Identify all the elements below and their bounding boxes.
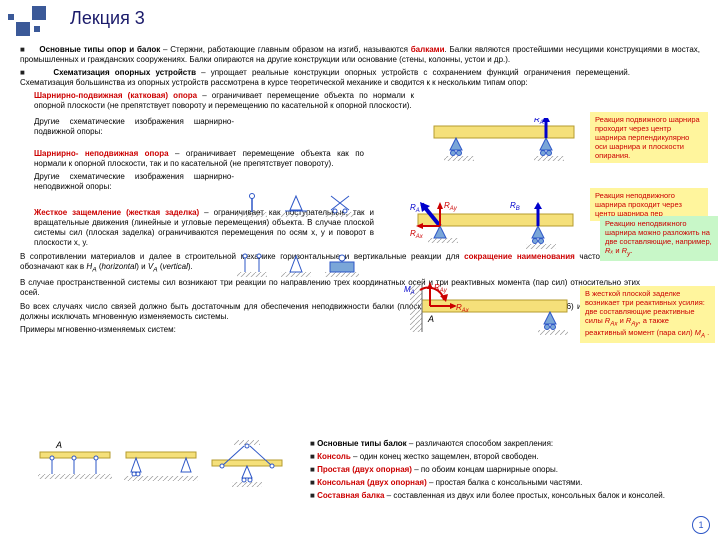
svg-text:RAy: RAy bbox=[444, 201, 458, 212]
svg-text:A: A bbox=[427, 314, 434, 324]
diagram-movable-hinge: RA bbox=[426, 118, 586, 168]
other-diagrams-2: Другие схематические изображения шарнирн… bbox=[34, 172, 234, 192]
support-type-2: Шарнирно- неподвижная опора – ограничива… bbox=[34, 149, 364, 169]
page-number: 1 bbox=[692, 516, 710, 534]
intro-para: Основные типы опор и балок – Стержни, ра… bbox=[20, 45, 700, 65]
diagram-unstable-examples: A bbox=[34, 440, 289, 500]
svg-text:RB: RB bbox=[510, 201, 520, 212]
beam-types-list: Основные типы балок – различаются способ… bbox=[310, 436, 690, 504]
schematization-para: Схематизация опорных устройств – упрощае… bbox=[20, 68, 630, 88]
svg-text:RAy: RAy bbox=[434, 283, 448, 294]
callout-1: Реакция подвижного шарнира проходит чере… bbox=[590, 112, 708, 163]
svg-text:RA: RA bbox=[534, 118, 544, 126]
other-diagrams-1: Другие схематические изображения шарнирн… bbox=[34, 117, 234, 137]
support-type-1: Шарнирно-подвижная (катковая) опора – ог… bbox=[34, 91, 414, 111]
page-title: Лекция 3 bbox=[70, 8, 145, 29]
diagram-other-2 bbox=[235, 248, 385, 278]
callout-4: В жесткой плоской заделке возникает три … bbox=[580, 286, 715, 343]
diagram-fixed-hinge: RAy RAx RA RB bbox=[410, 200, 590, 260]
callout-3: Реакцию неподвижного шарнира можно разло… bbox=[600, 216, 718, 261]
intro-lead: Основные типы опор и балок bbox=[39, 45, 160, 54]
svg-text:RA: RA bbox=[410, 203, 420, 214]
svg-text:RAx: RAx bbox=[410, 229, 424, 240]
beam-term: балками bbox=[411, 45, 445, 54]
svg-text:A: A bbox=[55, 440, 62, 450]
diagram-clamp: MA RAy RAx A bbox=[400, 280, 575, 340]
diagram-other-1 bbox=[235, 188, 385, 218]
